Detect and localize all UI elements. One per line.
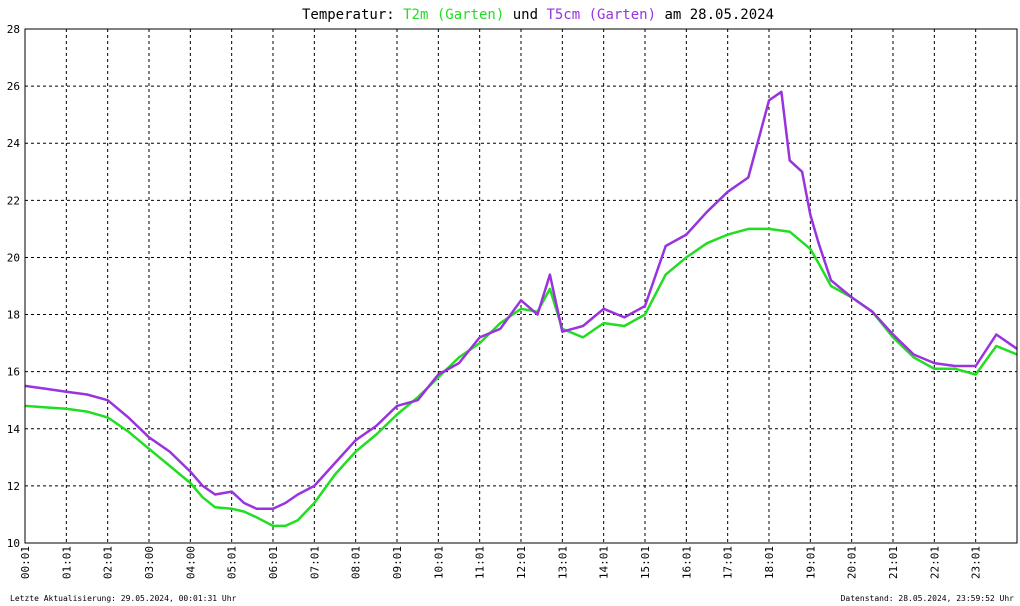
x-tick-label-1: 01:01 xyxy=(60,546,73,579)
y-tick-label-20: 20 xyxy=(7,251,20,264)
series-line-1 xyxy=(24,90,1018,510)
x-tick-label-11: 11:01 xyxy=(474,546,487,579)
x-tick-label-10: 10:01 xyxy=(432,546,445,579)
x-tick-label-7: 07:01 xyxy=(308,546,321,579)
title-part-2: und xyxy=(504,7,546,23)
x-axis-ticks: 00:01 01:01 02:01 03:00 04:00 05:01 06:01 07:01… xyxy=(19,546,983,579)
x-tick-label-15: 15:01 xyxy=(639,546,652,579)
footer-data-status: Datenstand: 28.05.2024, 23:59:52 Uhr xyxy=(841,594,1015,603)
x-tick-label-14: 14:01 xyxy=(598,546,611,579)
y-tick-label-26: 26 xyxy=(7,80,20,93)
x-tick-label-3: 03:00 xyxy=(143,546,156,579)
x-tick-label-13: 13:01 xyxy=(556,546,569,579)
grid-lines xyxy=(25,29,1017,543)
y-tick-label-24: 24 xyxy=(7,137,21,150)
y-tick-label-16: 16 xyxy=(7,366,20,379)
x-tick-label-9: 09:01 xyxy=(391,546,404,579)
y-tick-label-12: 12 xyxy=(7,480,20,493)
data-series xyxy=(24,90,1018,528)
title-part-0: Temperatur: xyxy=(302,7,403,23)
y-tick-label-22: 22 xyxy=(7,194,20,207)
x-tick-label-12: 12:01 xyxy=(515,546,528,579)
x-tick-label-16: 16:01 xyxy=(680,546,693,579)
title-part-3: T5cm (Garten) xyxy=(546,7,656,23)
x-tick-label-19: 19:01 xyxy=(804,546,817,579)
x-tick-label-23: 23:01 xyxy=(970,546,983,579)
y-axis-ticks: 10 12 14 16 18 20 22 24 26 28 xyxy=(7,23,21,550)
chart-title: Temperatur: T2m (Garten) und T5cm (Garte… xyxy=(302,7,774,23)
x-tick-label-6: 06:01 xyxy=(267,546,280,579)
y-tick-label-14: 14 xyxy=(7,423,21,436)
x-tick-label-20: 20:01 xyxy=(846,546,859,579)
x-tick-label-18: 18:01 xyxy=(763,546,776,579)
plot-frame xyxy=(24,28,1018,544)
x-tick-label-5: 05:01 xyxy=(226,546,239,579)
y-tick-label-28: 28 xyxy=(7,23,20,36)
title-part-1: T2m (Garten) xyxy=(403,7,504,23)
title-part-4: am 28.05.2024 xyxy=(656,7,774,23)
footer-last-update: Letzte Aktualisierung: 29.05.2024, 00:01… xyxy=(10,594,237,603)
x-tick-label-0: 00:01 xyxy=(19,546,32,579)
y-tick-label-18: 18 xyxy=(7,309,20,322)
y-tick-label-10: 10 xyxy=(7,537,20,550)
x-tick-label-2: 02:01 xyxy=(102,546,115,579)
x-tick-label-4: 04:00 xyxy=(184,546,197,579)
x-tick-label-22: 22:01 xyxy=(928,546,941,579)
x-tick-label-17: 17:01 xyxy=(722,546,735,579)
x-tick-label-8: 08:01 xyxy=(350,546,363,579)
x-tick-label-21: 21:01 xyxy=(887,546,900,579)
